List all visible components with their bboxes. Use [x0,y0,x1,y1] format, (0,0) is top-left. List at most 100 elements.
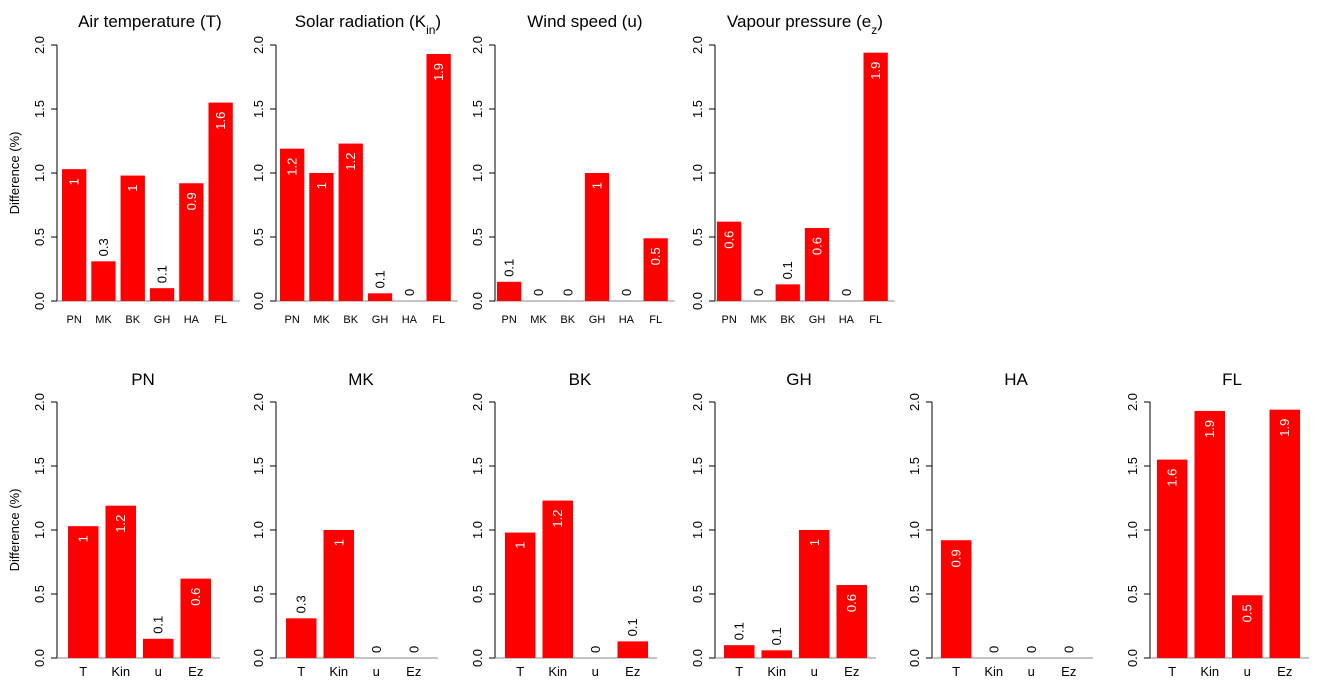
y-tick-label: 1.0 [1125,521,1140,539]
panel-title: PN [131,370,155,389]
bar-value-label: 1.2 [343,153,358,171]
bar-value-label: 1 [76,535,91,542]
x-tick-label: BK [560,314,575,326]
bar-value-label: 0.9 [949,549,964,567]
y-tick-label: 1.0 [690,521,705,539]
bar-value-label: 1.2 [113,515,128,533]
panel-2: 0.0 0.5 1.0 1.5 2.0 Solar radiation (Kin) PN 1.… [251,12,458,326]
bar-value-label: 0 [588,646,603,653]
y-tick-label: 2.0 [251,393,266,411]
panel-4: 0.0 0.5 1.0 1.5 2.0 Vapour pressure (ez) PN 0.6… [690,12,895,326]
bar-value-label: 0.5 [1240,604,1255,622]
bar-value-label: 0 [986,646,1001,653]
x-tick-label: u [592,664,599,679]
bar-value-label: 0 [402,289,417,296]
y-tick-label: 1.0 [32,164,47,182]
y-tick-label: 0.5 [251,228,266,246]
x-tick-label: u [373,664,380,679]
bar-value-label: 0.3 [294,595,309,613]
x-tick-label: Ez [844,664,859,679]
bar [836,585,867,658]
panel-title-tail: ) [435,12,441,31]
y-tick-label: 0.5 [251,585,266,603]
x-tick-label: Ez [188,664,203,679]
y-tick-label: 2.0 [251,36,266,54]
x-tick-label: BK [780,314,795,326]
x-tick-label: GH [154,314,171,326]
bar-value-label: 0.6 [188,588,203,606]
x-tick-label: Kin [548,664,567,679]
x-tick-label: T [516,664,524,679]
bar [91,261,116,301]
x-tick-label: MK [530,314,547,326]
bar [120,175,145,301]
y-tick-label: 0.0 [690,649,705,667]
bar-value-label: 0 [560,289,575,296]
y-tick-label: 0.5 [690,585,705,603]
bar-value-label: 1.2 [550,510,565,528]
x-tick-label: GH [809,314,826,326]
bar-value-label: 1.2 [285,158,300,176]
bar-value-label: 1 [125,185,140,192]
x-tick-label: u [1028,664,1035,679]
bar [1157,459,1188,658]
bar [584,173,610,301]
bar-value-label: 0.3 [96,238,111,256]
x-tick-label: HA [402,314,418,326]
y-tick-label: 0.0 [1125,649,1140,667]
bar-value-label: 1.6 [1165,469,1180,487]
bar [799,530,830,658]
bar-value-label: 0 [619,289,634,296]
bar-value-label: 1 [314,182,329,189]
x-tick-label: MK [750,314,767,326]
y-tick-label: 1.5 [1125,457,1140,475]
x-tick-label: Ez [1277,664,1292,679]
x-tick-label: u [1244,664,1251,679]
x-tick-label: PN [722,314,737,326]
y-tick-label: 1.0 [907,521,922,539]
x-tick-label: FL [649,314,662,326]
bar [643,238,668,301]
x-tick-label: Kin [767,664,786,679]
y-tick-label: 1.5 [470,457,485,475]
panel-title: Wind speed (u) [527,12,642,31]
x-tick-label: T [297,664,305,679]
bar-value-label: 0.6 [722,231,737,249]
y-axis-label: Difference (%) [7,132,22,215]
bar-value-label: 0 [839,289,854,296]
y-tick-label: 2.0 [32,36,47,54]
bar [941,540,972,658]
x-tick-label: Ez [406,664,421,679]
bar-value-label: 1.9 [868,62,883,80]
panel-title: MK [348,370,374,389]
panel-8: 0.0 0.5 1.0 1.5 2.0 GH T 0.1 Kin 0.1 u 1 Ez 0.6 [690,370,876,679]
y-tick-label: 0.0 [32,292,47,310]
bar-value-label: 1 [590,182,605,189]
bar-value-label: 1.9 [431,63,446,81]
x-tick-label: PN [67,314,82,326]
y-tick-label: 0.0 [907,649,922,667]
bar [143,638,174,658]
bar-value-label: 0.1 [151,616,166,634]
bar-value-label: 0 [531,289,546,296]
bar-value-label: 0.6 [810,237,825,255]
y-tick-label: 1.0 [251,521,266,539]
y-tick-label: 0.0 [690,292,705,310]
x-tick-label: BK [125,314,140,326]
x-tick-label: PN [502,314,517,326]
bar [804,228,830,301]
panel-title: Air temperature (T) [78,12,222,31]
x-tick-label: GH [372,314,389,326]
bar [309,173,334,301]
bar [863,52,888,302]
bar [542,500,573,658]
y-tick-label: 1.5 [251,457,266,475]
bar-value-label: 0 [369,646,384,653]
bar-value-label: 0 [406,646,421,653]
x-tick-label: Kin [329,664,348,679]
y-tick-label: 1.5 [690,100,705,118]
y-tick-label: 0.5 [1125,585,1140,603]
y-tick-label: 0.0 [251,649,266,667]
bar-value-label: 0 [1061,646,1076,653]
y-tick-label: 1.5 [470,100,485,118]
